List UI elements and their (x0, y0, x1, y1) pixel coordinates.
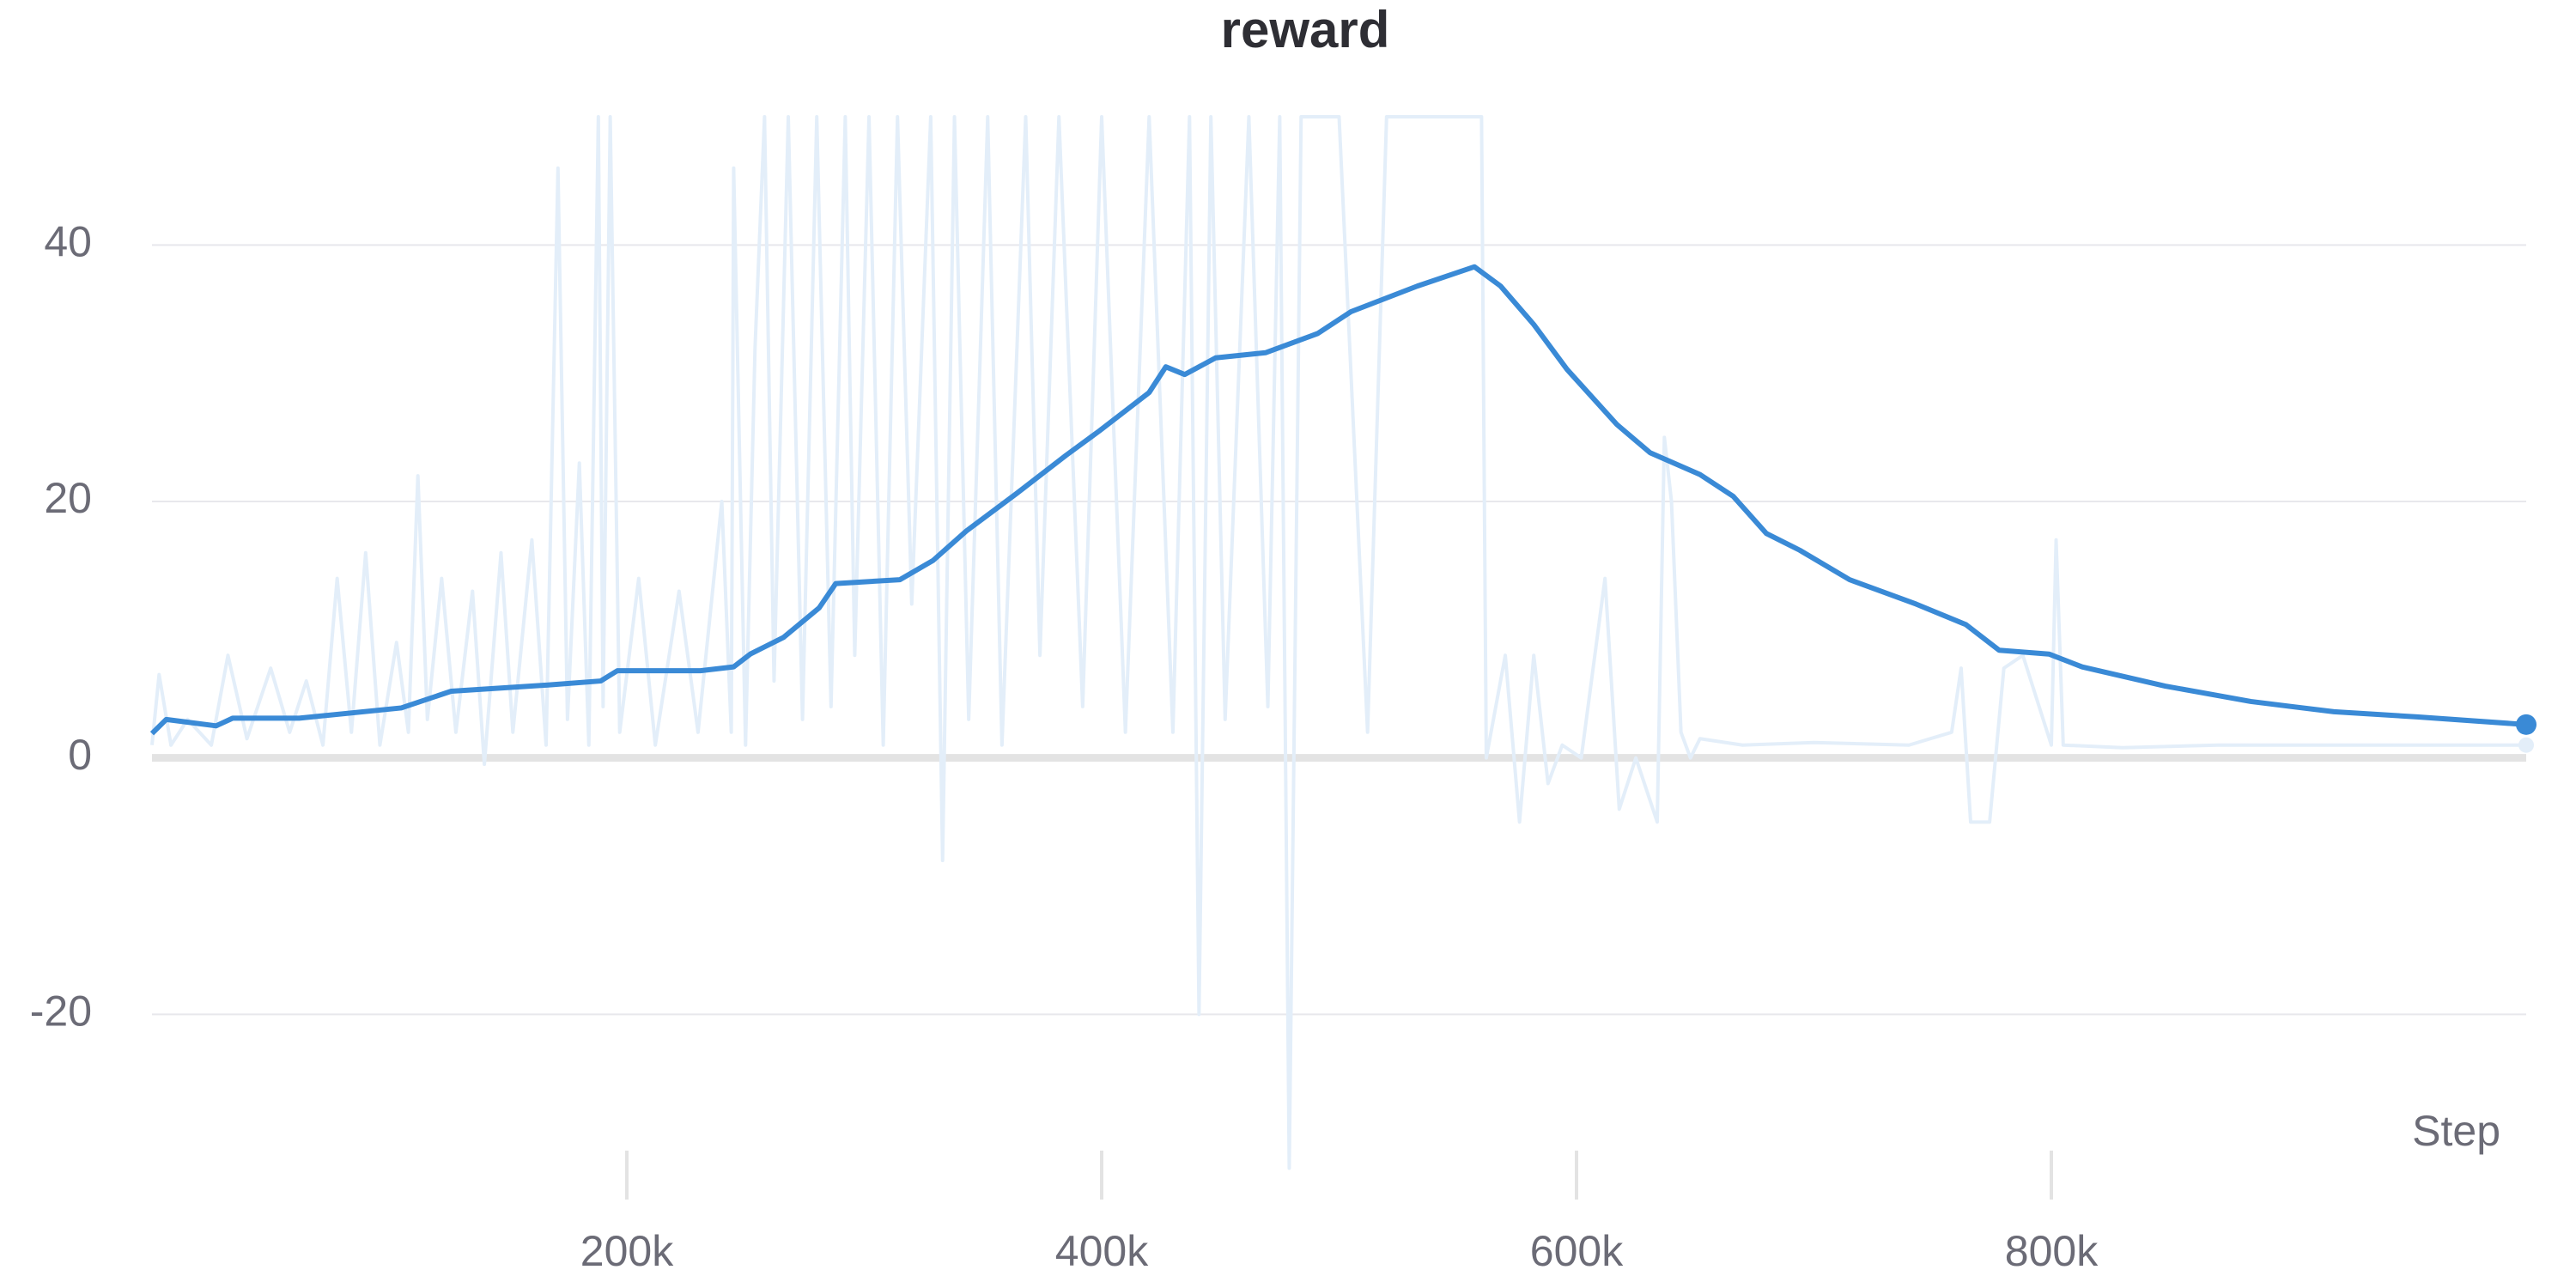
x-tick-label: 800k (2005, 1227, 2099, 1275)
smoothed-line (149, 264, 2527, 736)
raw-line (150, 115, 2526, 1170)
end-point (2516, 714, 2537, 735)
x-tick-label: 200k (580, 1227, 674, 1275)
y-tick-label: -20 (30, 987, 92, 1036)
x-tick-label: 400k (1055, 1227, 1149, 1275)
chart-title: reward (1221, 1, 1390, 58)
y-tick-label: 40 (44, 218, 92, 266)
y-tick-label: 20 (44, 474, 92, 522)
x-tick-label: 600k (1530, 1227, 1624, 1275)
y-tick-label: 0 (68, 731, 92, 779)
x-axis-label: Step (2412, 1107, 2500, 1155)
end-point (2518, 737, 2534, 753)
